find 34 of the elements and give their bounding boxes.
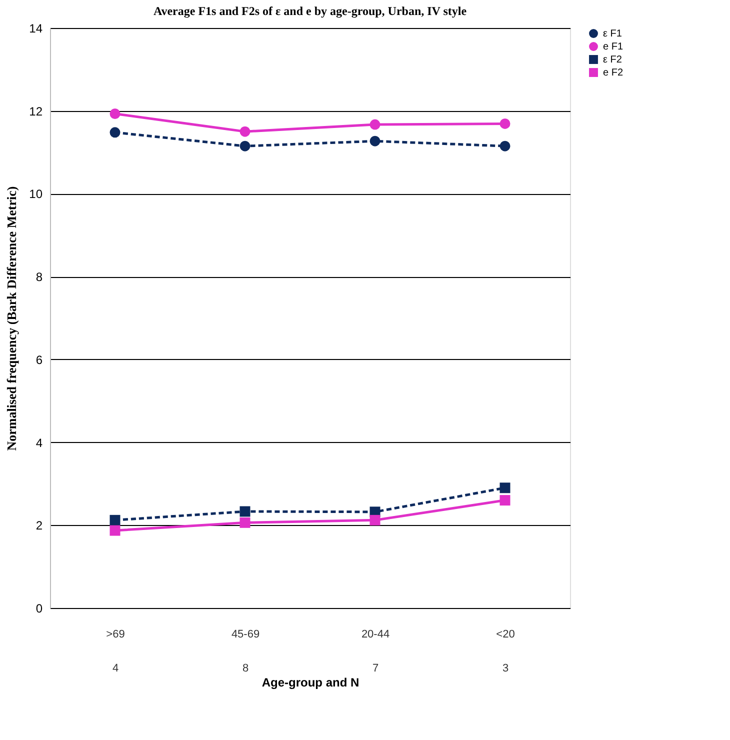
x-axis-title: Age-group and N (262, 676, 360, 690)
point (240, 140, 250, 152)
y-tick-label: 4 (36, 436, 43, 450)
y-tick-label: 0 (36, 602, 43, 616)
y-axis-title: Normalised frequency (Bark Difference Metric) (4, 186, 20, 451)
point (370, 514, 380, 526)
y-tick-label: 10 (29, 187, 43, 202)
point (110, 108, 120, 119)
point (110, 514, 120, 526)
y-tick-label: 2 (36, 518, 43, 533)
y-tick-label: 8 (36, 270, 43, 284)
point (500, 118, 510, 129)
point (240, 126, 250, 137)
point (240, 517, 250, 528)
point (110, 127, 120, 138)
category-label: 20-44 7 (361, 628, 390, 674)
y-tick-label: 14 (29, 22, 43, 36)
legend-label: e F1 (603, 42, 624, 52)
category-label: <20 3 (496, 628, 515, 674)
point (240, 506, 250, 517)
point (500, 140, 510, 152)
legend-label: ε F2 (603, 54, 622, 66)
point (500, 482, 510, 494)
y-tick-label: 12 (29, 104, 43, 118)
point (370, 136, 380, 146)
point (110, 525, 120, 536)
legend-label: e F2 (603, 68, 624, 78)
category-label: >69 4 (106, 628, 125, 674)
point (370, 119, 380, 130)
legend-label: ε F1 (603, 28, 622, 40)
chart-title: Average F1s and F2s of ε and e by age-group, Urban, IV style (153, 4, 468, 18)
point (500, 495, 510, 506)
category-label: 45-69 8 (231, 628, 260, 674)
y-tick-label: 6 (36, 352, 43, 367)
